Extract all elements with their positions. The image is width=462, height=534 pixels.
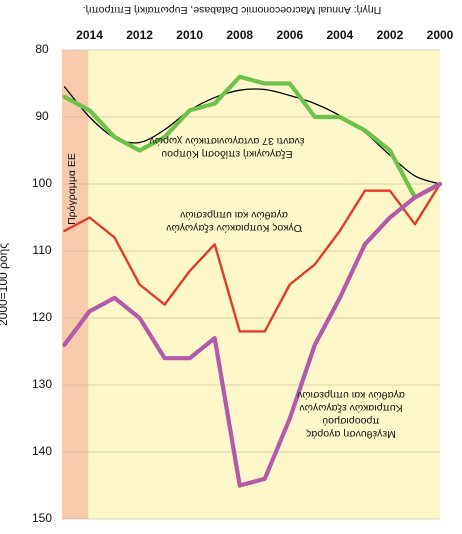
y-tick-label: 130	[32, 377, 52, 391]
y-tick-label: 80	[35, 42, 49, 56]
y-tick-label: 100	[32, 176, 52, 190]
rotated-chart-group: 2000 2002 2004 2006 2008 2010 2012 2014 80 90 100 1…	[0, 4, 454, 525]
export-volume-line	[63, 182, 442, 333]
market-growth-line	[62, 181, 443, 488]
x-tick-label: 2000	[427, 28, 454, 42]
x-tick-label: 2010	[176, 28, 203, 42]
green-series-label: Εξαγωγική επίδοση Κύπρου	[161, 148, 293, 160]
red-series-label: Όγκος Κυπριακών εξαγωγών	[166, 222, 303, 234]
x-tick-label: 2004	[327, 28, 354, 42]
series-layer	[62, 74, 443, 488]
purple-series-sublabel-2: Κυπριακών εξαγωγών	[299, 402, 402, 414]
x-tick-label: 2008	[226, 28, 253, 42]
y-tick-label: 120	[32, 310, 52, 324]
x-tick-label: 2006	[276, 28, 303, 42]
tick-labels: 2000 2002 2004 2006 2008 2010 2012 2014 80 90 100 1…	[32, 28, 454, 525]
x-tick-label: 2014	[76, 28, 103, 42]
export-performance-line	[62, 74, 443, 200]
green-series-sublabel: έναντι 37 ανταγωνιστικών χωρών	[150, 135, 305, 147]
y-tick-label: 140	[32, 444, 52, 458]
y-tick-label: 90	[35, 109, 49, 123]
purple-series-sublabel-1: προορισμού	[322, 415, 380, 427]
purple-series-sublabel-3: αγαθών και υπηρεσιών	[297, 389, 405, 401]
source-note: Πηγή: Annual Macroeconomic Database, Ευρ…	[83, 4, 381, 16]
red-series-sublabel: αγαθών και υπηρεσιών	[180, 209, 288, 221]
x-tick-label: 2012	[126, 28, 153, 42]
gridlines	[62, 49, 440, 520]
y-axis-label: 2000=100 ροής	[0, 243, 10, 326]
y-tick-label: 150	[32, 511, 52, 525]
eu-programme-shaded-region	[62, 50, 89, 519]
y-tick-label: 110	[32, 243, 51, 257]
shaded-region-label: Πρόγραμμα ΕΕ	[66, 153, 78, 225]
purple-series-label: Μεγέθυνση αγοράς	[306, 428, 396, 440]
plot-background	[62, 50, 440, 519]
x-tick-label: 2002	[377, 28, 404, 42]
